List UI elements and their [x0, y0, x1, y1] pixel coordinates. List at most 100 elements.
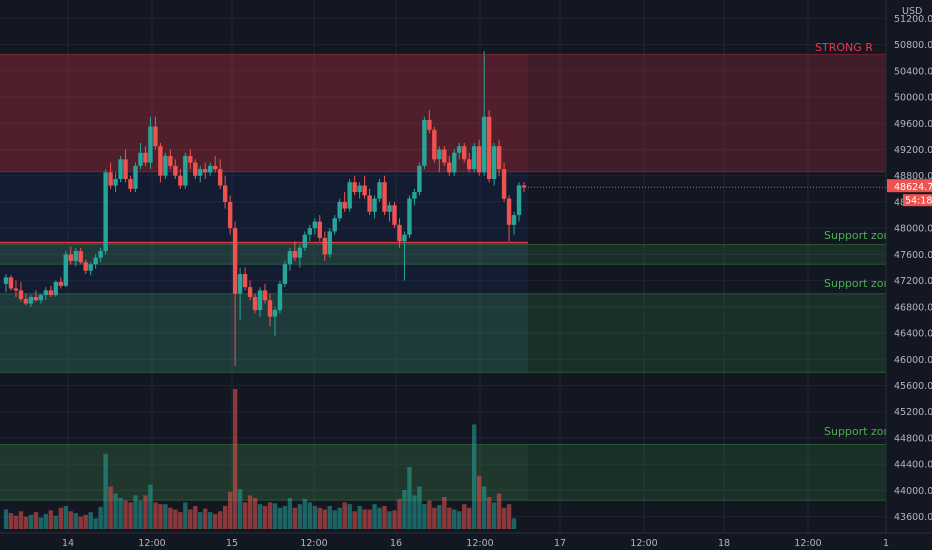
candle	[73, 251, 78, 261]
candle	[352, 182, 357, 193]
volume-bar	[322, 509, 327, 529]
volume-bar	[133, 495, 138, 529]
volume-bar	[28, 514, 34, 529]
volume-bar	[203, 508, 208, 529]
volume-bar	[292, 507, 298, 529]
volume-bar	[48, 510, 54, 529]
volume-bar	[481, 486, 487, 529]
candle	[367, 195, 372, 212]
y-tick-label: 48000.00	[894, 224, 932, 235]
candle	[43, 290, 49, 296]
y-tick-label: 50400.00	[894, 66, 932, 77]
volume-bar	[138, 500, 143, 529]
candle	[476, 146, 482, 173]
volume-bar	[237, 489, 243, 529]
volume-bar	[307, 502, 313, 529]
volume-bar	[407, 466, 412, 529]
candle	[471, 146, 477, 170]
volume-bar	[257, 504, 263, 529]
volume-bar	[327, 505, 332, 529]
zone-box-extension	[528, 293, 886, 373]
candle	[422, 119, 427, 166]
volume-bar	[392, 510, 397, 529]
x-tick-label: 18	[718, 538, 730, 549]
volume-bar	[98, 506, 103, 529]
candle	[481, 116, 487, 173]
volume-bar	[422, 504, 427, 529]
candle	[442, 149, 447, 163]
volume-bar	[198, 512, 203, 529]
candle	[362, 185, 367, 196]
volume-bar	[402, 490, 407, 529]
candle	[58, 281, 63, 286]
candle	[302, 234, 308, 248]
volume-bar	[143, 495, 148, 529]
volume-bar	[113, 493, 118, 529]
volume-bar	[437, 505, 442, 529]
volume-bar	[13, 515, 19, 529]
volume-bar	[367, 509, 372, 529]
zone-box-extension	[528, 444, 886, 501]
candle	[342, 201, 347, 209]
candle	[397, 224, 402, 242]
candle	[496, 146, 502, 170]
time-axis[interactable]	[0, 533, 932, 550]
volume-bar	[68, 511, 73, 529]
candle	[103, 172, 108, 252]
volume-bar	[467, 507, 472, 529]
volume-bar	[3, 509, 9, 529]
candle	[327, 231, 332, 255]
volume-bar	[447, 507, 452, 529]
y-tick-label: 49600.00	[894, 119, 932, 130]
volume-bar	[168, 507, 173, 529]
volume-bar	[486, 497, 492, 529]
volume-bar	[247, 495, 253, 529]
volume-bar	[183, 502, 188, 529]
volume-bar	[397, 498, 402, 529]
candle	[188, 156, 193, 163]
candle	[158, 146, 163, 176]
volume-bar	[262, 505, 268, 529]
candle	[292, 251, 298, 258]
candle	[48, 290, 54, 296]
zone-box-extension	[528, 54, 886, 172]
y-tick-label: 47200.00	[894, 276, 932, 287]
candle	[437, 149, 442, 160]
range-box	[0, 171, 528, 373]
x-tick-label: 1	[883, 538, 889, 549]
candle	[183, 156, 188, 186]
countdown-value: 54:18	[905, 196, 932, 207]
candle	[447, 162, 452, 173]
volume-bar	[43, 513, 49, 529]
volume-bar	[267, 502, 273, 529]
y-tick-label: 47600.00	[894, 250, 932, 261]
candle	[227, 201, 233, 229]
candle	[28, 296, 34, 304]
x-tick-label: 12:00	[138, 538, 165, 549]
candle	[78, 251, 83, 263]
candle	[307, 228, 313, 235]
volume-bar	[178, 512, 183, 529]
volume-bar	[242, 502, 248, 529]
volume-bar	[217, 511, 223, 529]
candle	[128, 178, 133, 189]
candle	[312, 221, 318, 229]
zone-label: Support zone	[824, 425, 897, 438]
x-tick-label: 12:00	[300, 538, 327, 549]
candle	[267, 300, 273, 317]
candle	[272, 310, 278, 317]
y-tick-label: 51200.00	[894, 14, 932, 25]
candle	[138, 152, 143, 166]
price-axis[interactable]	[886, 0, 932, 550]
volume-bar	[158, 504, 163, 529]
volume-bar	[476, 475, 482, 529]
zone-label: Support zone	[824, 277, 897, 290]
candle	[506, 198, 512, 225]
candle	[193, 162, 198, 176]
volume-bar	[302, 498, 308, 529]
candle	[322, 237, 327, 255]
y-tick-label: 50800.00	[894, 40, 932, 51]
volume-bar	[452, 509, 457, 529]
